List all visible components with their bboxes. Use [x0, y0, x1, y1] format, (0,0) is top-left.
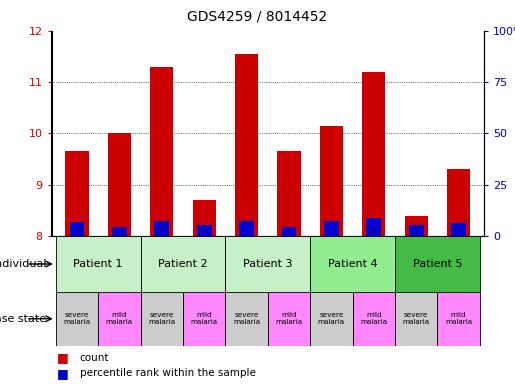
Text: severe
malaria: severe malaria	[403, 312, 430, 325]
Text: individual: individual	[0, 259, 46, 269]
Bar	[268, 292, 310, 346]
Bar	[141, 292, 183, 346]
Text: severe
malaria: severe malaria	[318, 312, 345, 325]
Text: mild
malaria: mild malaria	[276, 312, 303, 325]
Bar	[235, 54, 258, 236]
Text: severe
malaria: severe malaria	[148, 312, 175, 325]
Bar	[56, 292, 98, 346]
Bar	[310, 236, 395, 292]
Text: Patient 5: Patient 5	[413, 259, 462, 269]
Bar	[154, 221, 169, 236]
Bar	[65, 151, 89, 236]
Bar	[310, 292, 353, 346]
Bar	[56, 236, 141, 292]
Text: severe
malaria: severe malaria	[63, 312, 91, 325]
Bar	[437, 292, 480, 346]
Bar	[405, 216, 428, 236]
Text: disease state: disease state	[0, 314, 46, 324]
Bar	[226, 292, 268, 346]
Text: mild
malaria: mild malaria	[191, 312, 218, 325]
Text: Patient 3: Patient 3	[243, 259, 293, 269]
Text: Patient 4: Patient 4	[328, 259, 377, 269]
Text: mild
malaria: mild malaria	[445, 312, 472, 325]
Bar	[353, 292, 395, 346]
Text: mild
malaria: mild malaria	[360, 312, 387, 325]
Bar	[278, 151, 301, 236]
Text: count: count	[80, 353, 109, 363]
Bar	[320, 126, 343, 236]
Bar	[98, 292, 141, 346]
Bar	[183, 292, 226, 346]
Bar	[395, 292, 437, 346]
Bar	[395, 236, 480, 292]
Bar	[239, 221, 254, 236]
Text: GDS4259 / 8014452: GDS4259 / 8014452	[187, 10, 328, 23]
Bar	[409, 225, 424, 236]
Text: severe
malaria: severe malaria	[233, 312, 260, 325]
Bar	[226, 236, 310, 292]
Text: Patient 1: Patient 1	[74, 259, 123, 269]
Bar	[324, 221, 339, 236]
Bar	[141, 236, 226, 292]
Text: mild
malaria: mild malaria	[106, 312, 133, 325]
Bar	[366, 218, 381, 236]
Bar	[197, 225, 212, 236]
Text: ■: ■	[57, 367, 68, 380]
Bar	[112, 227, 127, 236]
Text: Patient 2: Patient 2	[158, 259, 208, 269]
Bar	[451, 223, 466, 236]
Bar	[362, 72, 386, 236]
Bar	[70, 222, 84, 236]
Bar	[193, 200, 216, 236]
Bar	[108, 134, 131, 236]
Bar	[150, 67, 174, 236]
Text: percentile rank within the sample: percentile rank within the sample	[80, 368, 256, 378]
Bar	[447, 169, 470, 236]
Text: ■: ■	[57, 351, 68, 364]
Bar	[282, 227, 297, 236]
